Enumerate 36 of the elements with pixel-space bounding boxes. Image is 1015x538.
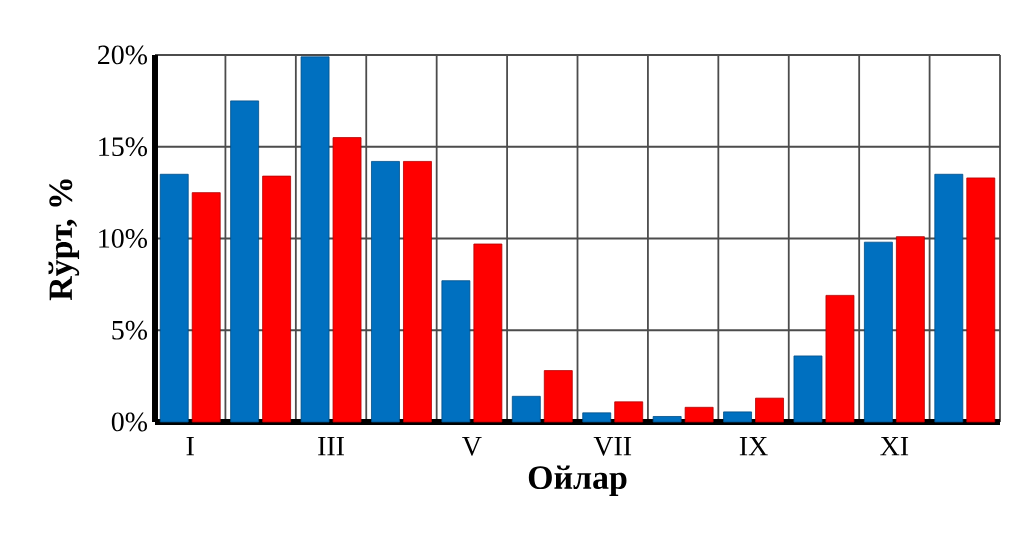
bar — [614, 401, 644, 423]
bar — [723, 411, 752, 423]
bar — [403, 161, 432, 423]
bar — [684, 406, 714, 423]
y-tick-label: 10% — [99, 229, 147, 248]
y-tick-label: 0% — [111, 412, 147, 432]
bar — [511, 395, 541, 423]
x-tick-label: XI — [880, 436, 909, 456]
bar — [262, 175, 292, 423]
y-axis-title: Rўрт, % — [48, 179, 80, 301]
bar — [793, 355, 823, 423]
bar — [332, 137, 362, 423]
x-tick-label: VII — [593, 436, 632, 456]
bar — [441, 280, 471, 423]
bar — [825, 294, 855, 423]
bar — [230, 100, 260, 423]
y-tick-label: 20% — [98, 45, 147, 65]
bar — [371, 161, 400, 423]
bar — [966, 177, 996, 423]
bar — [755, 397, 784, 423]
y-tick-label: 15% — [99, 137, 147, 157]
bar — [934, 173, 964, 423]
x-axis-title: Ойлар — [528, 465, 627, 496]
x-tick-label: I — [186, 436, 194, 456]
bar — [652, 416, 682, 423]
bar — [300, 56, 330, 423]
bar — [473, 243, 503, 423]
bar — [543, 370, 573, 423]
bar — [863, 241, 893, 423]
bar — [582, 412, 612, 423]
y-tick-label: 5% — [112, 320, 147, 340]
x-tick-label: III — [318, 436, 344, 456]
bar — [191, 192, 221, 423]
bar — [895, 236, 925, 423]
x-tick-label: IX — [739, 436, 768, 456]
x-tick-label: V — [462, 436, 482, 456]
